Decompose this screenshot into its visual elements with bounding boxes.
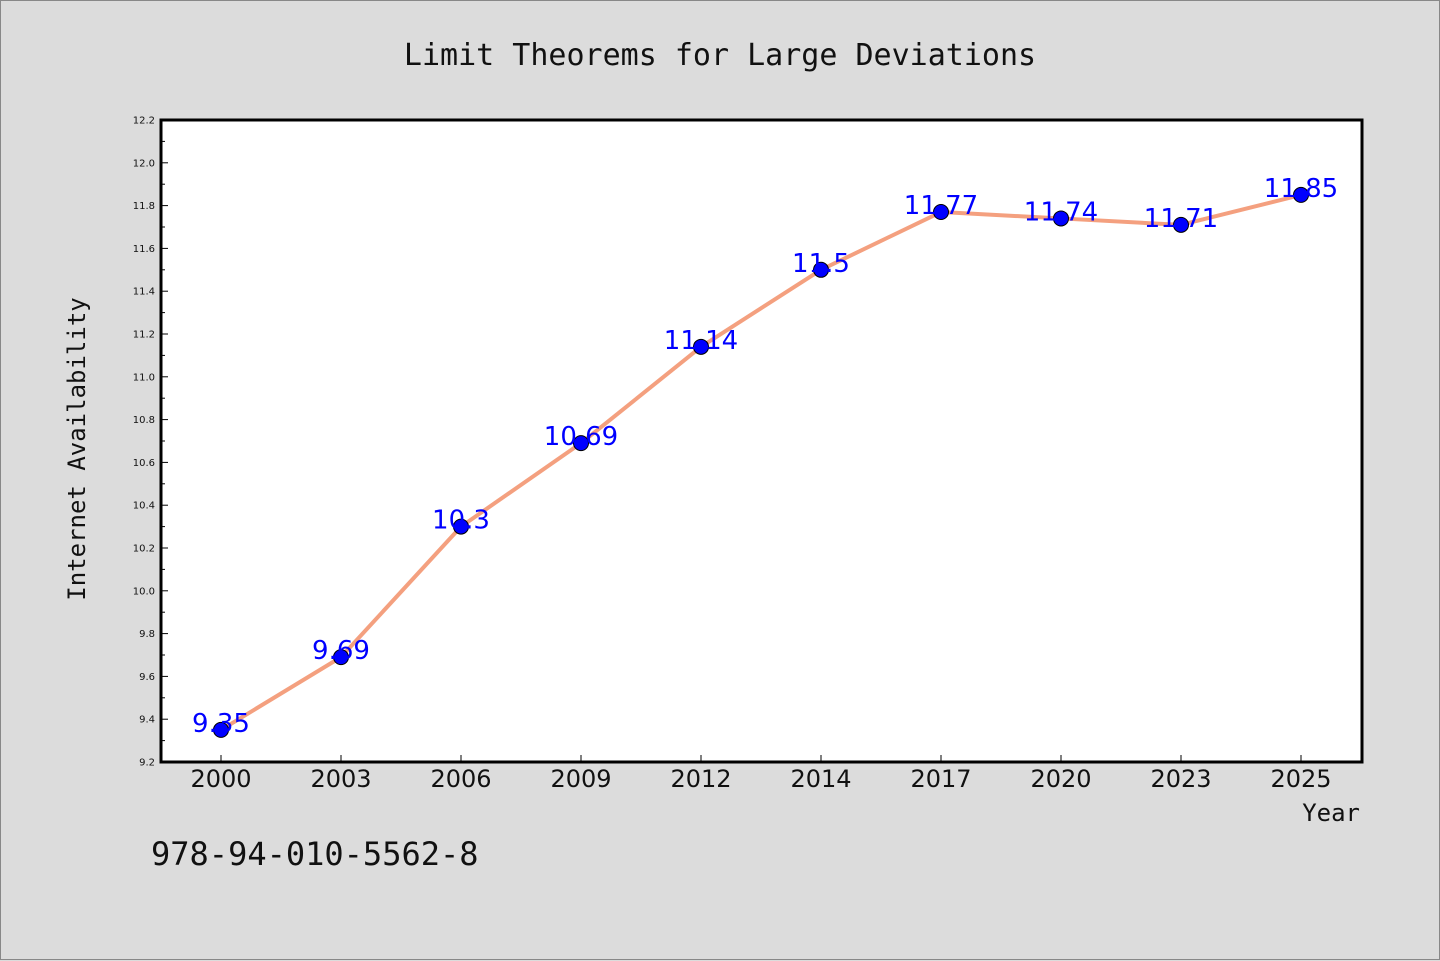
data-point: [813, 261, 829, 278]
data-point: [573, 435, 589, 452]
x-tick-label: 2017: [910, 765, 971, 793]
data-label: 11.5: [792, 249, 850, 279]
y-tick-label: 11.4: [133, 287, 155, 298]
series-line: [219, 192, 1303, 732]
plot-area: [159, 118, 1364, 764]
data-point: [933, 204, 949, 221]
data-label: 11.14: [664, 326, 738, 356]
x-tick-label: 2025: [1270, 765, 1331, 793]
x-tick-label: 2014: [790, 765, 851, 793]
y-tick-label: 11.0: [133, 372, 155, 383]
x-axis: 2000 2003 2006 2009 2012 2014 2017 2020 2023 2025: [190, 755, 1332, 793]
x-tick-label: 2003: [310, 765, 371, 793]
chart-title: Limit Theorems for Large Deviations: [404, 38, 1036, 73]
data-label: 11.77: [904, 191, 978, 221]
y-axis-label: Internet Availability: [63, 297, 91, 600]
y-tick-label: 9.8: [139, 629, 155, 640]
y-tick-label: 11.6: [133, 244, 155, 255]
x-tick-label: 2000: [190, 765, 251, 793]
data-point: [1173, 216, 1189, 233]
y-tick-label: 12.0: [133, 158, 155, 169]
y-tick-label: 9.6: [139, 672, 155, 683]
data-label: 11.85: [1264, 174, 1338, 204]
data-label: 9.35: [192, 709, 250, 739]
y-tick-label: 10.8: [133, 415, 155, 426]
y-tick-label: 11.2: [133, 330, 155, 341]
data-point: [693, 338, 709, 355]
data-point: [453, 518, 469, 535]
y-tick-label: 10.4: [133, 501, 155, 512]
data-label: 11.74: [1024, 197, 1098, 227]
y-tick-label: 9.2: [139, 758, 155, 769]
x-tick-label: 2020: [1030, 765, 1091, 793]
y-tick-label: 10.2: [133, 544, 155, 555]
y-tick-label: 10.6: [133, 458, 155, 469]
data-label: 10.69: [544, 422, 618, 452]
data-point: [1053, 210, 1069, 227]
x-tick-label: 2006: [430, 765, 491, 793]
y-tick-label: 9.4: [139, 715, 155, 726]
y-axis: 9.2 9.4 9.6 9.8 10.0 10.2 10.4 10.6 10.8 11.0 11.2…: [133, 116, 168, 769]
series-group: 9.35 9.69 10.3 10.69 11.14 11.5 11.77 11.74 11.7…: [192, 174, 1338, 739]
data-label: 11.71: [1144, 204, 1218, 234]
x-tick-label: 2012: [670, 765, 731, 793]
y-tick-label: 11.8: [133, 201, 155, 212]
x-tick-label: 2023: [1150, 765, 1211, 793]
data-point: [1293, 186, 1309, 203]
x-axis-label: Year: [1302, 799, 1360, 827]
data-point: [213, 721, 229, 738]
y-tick-label: 10.0: [133, 586, 155, 597]
data-point: [333, 649, 349, 666]
data-label: 9.69: [312, 636, 370, 666]
data-label: 10.3: [432, 506, 490, 536]
x-tick-label: 2009: [550, 765, 611, 793]
isbn-text: 978-94-010-5562-8: [151, 835, 479, 873]
y-tick-label: 12.2: [133, 116, 155, 127]
